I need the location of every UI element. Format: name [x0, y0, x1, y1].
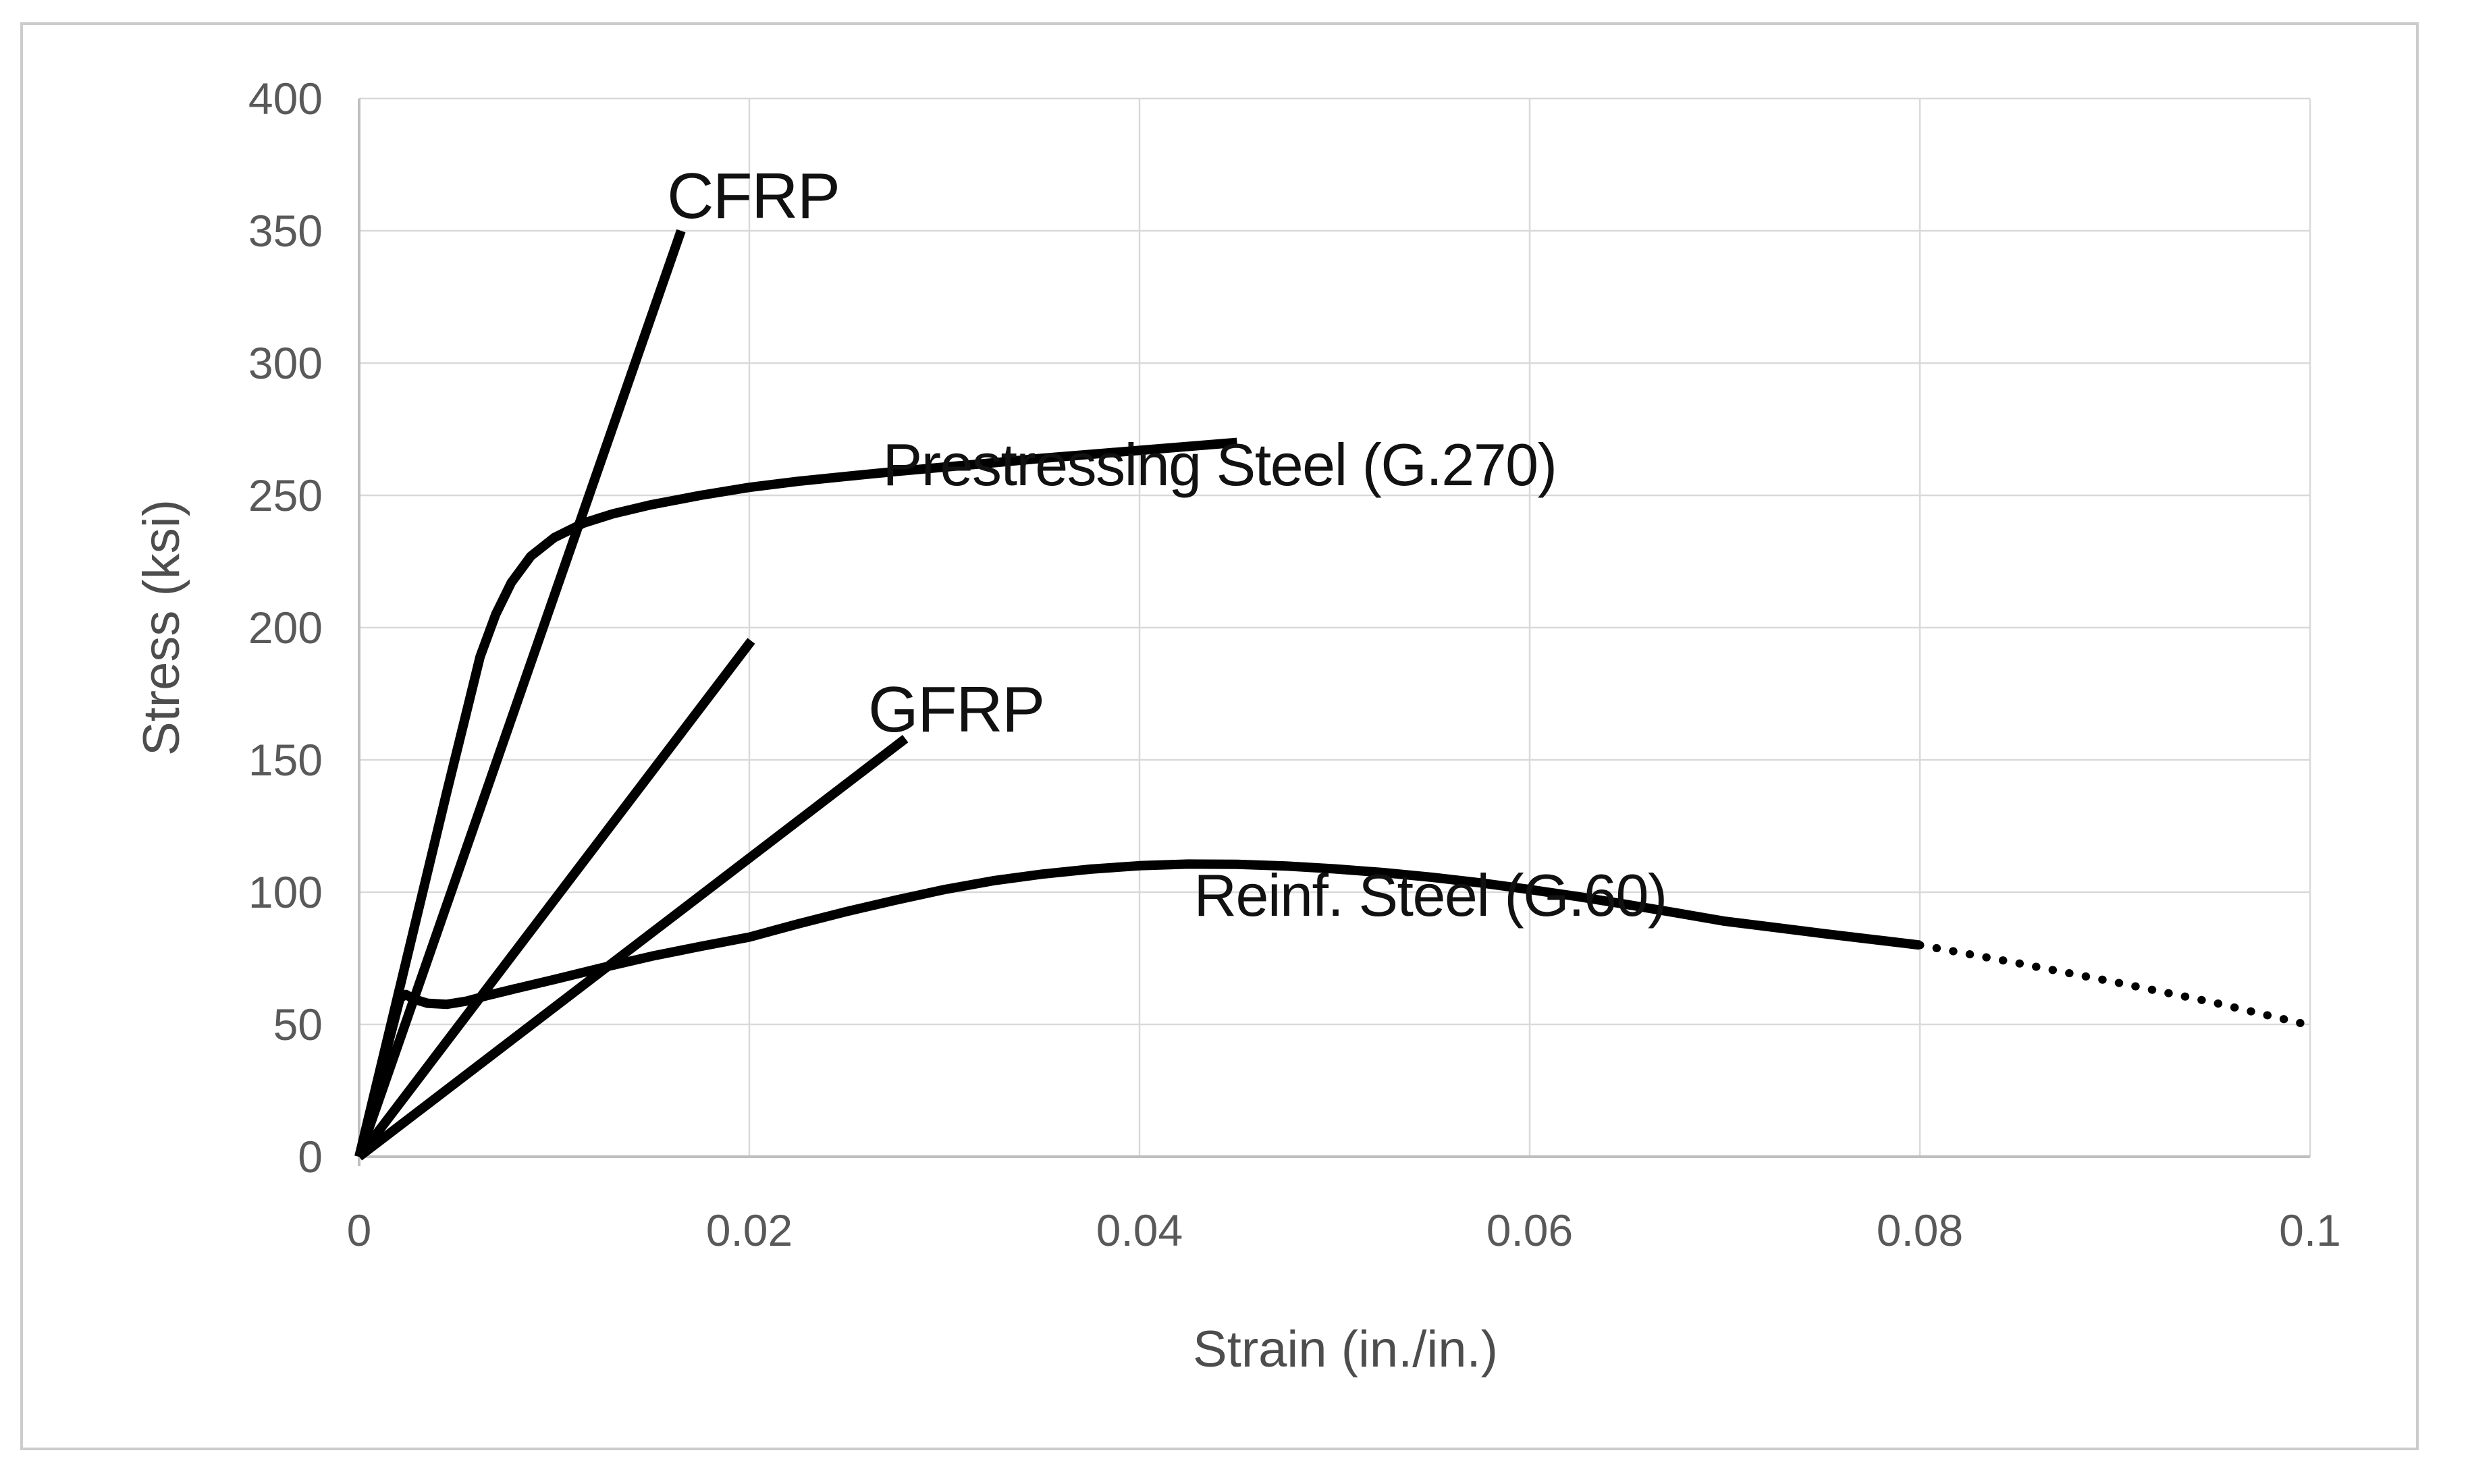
y-tick-label: 50 [273, 999, 323, 1049]
y-tick-label: 300 [248, 338, 323, 388]
y-tick-label: 400 [248, 74, 323, 123]
x-tick-label: 0 [346, 1205, 372, 1255]
figure-border [20, 22, 2419, 1450]
x-axis-title: Strain (in./in.) [1193, 1321, 1498, 1378]
series-label-reinf-steel: Reinf. Steel (G.60) [1194, 861, 1667, 929]
curve-gfrp [356, 735, 909, 1161]
curve-frp-unlabeled [355, 638, 755, 1160]
x-tick-label: 0.1 [2279, 1205, 2341, 1255]
y-axis-title: Stress (ksi) [133, 499, 190, 756]
x-tick-label: 0.06 [1486, 1205, 1574, 1255]
curve-cfrp [354, 229, 686, 1159]
series-label-cfrp: CFRP [667, 160, 840, 233]
curve-prestressing-steel [354, 437, 1238, 1158]
x-tick-label: 0.02 [705, 1205, 793, 1255]
y-tick-label: 100 [248, 867, 323, 917]
y-tick-label: 250 [248, 470, 323, 520]
x-tick-label: 0.04 [1096, 1205, 1183, 1255]
y-tick-label: 200 [248, 603, 323, 653]
x-tick-label: 0.08 [1876, 1205, 1964, 1255]
curve-reinf-steel [354, 859, 1921, 1158]
curve-reinf-steel-projection [1916, 941, 2305, 1027]
y-tick-label: 0 [298, 1132, 323, 1182]
y-tick-label: 350 [248, 206, 323, 256]
y-tick-label: 150 [248, 735, 323, 785]
series-label-gfrp: GFRP [867, 673, 1045, 746]
series-label-prestressing-steel: Prestressing Steel (G.270) [882, 431, 1557, 498]
